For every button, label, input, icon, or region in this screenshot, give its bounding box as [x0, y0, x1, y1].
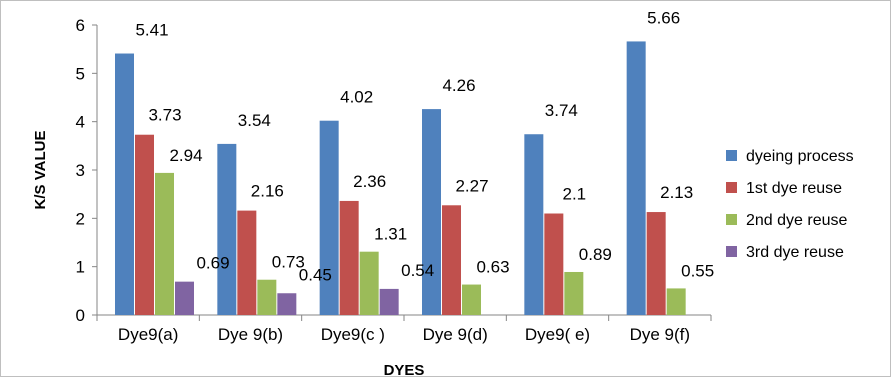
- x-tick-label: Dye9(c ): [321, 325, 385, 344]
- legend: dyeing process 1st dye reuse 2nd dye reuse…: [726, 148, 854, 261]
- y-tick-label: 6: [76, 16, 85, 35]
- y-tick-label: 4: [76, 113, 85, 132]
- x-tick-label: Dye 9(f): [630, 325, 690, 344]
- data-labels: 5.41 3.73 2.94 0.69 3.54 2.16 0.730.45 4.02 2.36…: [135, 8, 714, 284]
- data-label: 1.31: [374, 225, 407, 244]
- bar: [544, 213, 564, 315]
- data-label: 3.73: [148, 106, 181, 125]
- data-label: 0.54: [401, 261, 434, 280]
- bar: [379, 288, 399, 315]
- data-label: 0.55: [681, 261, 714, 280]
- bar: [175, 281, 194, 315]
- x-axis: Dye9(a) Dye 9(b) Dye9(c ) Dye 9(d) Dye9( e) D…: [96, 314, 712, 344]
- y-axis-title: K/S VALUE: [32, 131, 49, 210]
- legend-label: 3rd dye reuse: [746, 244, 844, 261]
- y-tick-label: 1: [76, 258, 85, 277]
- legend-swatch: [726, 182, 737, 193]
- legend-swatch: [726, 246, 737, 257]
- x-tick-label: Dye 9(b): [218, 325, 283, 344]
- bar: [524, 134, 544, 315]
- bar: [462, 284, 481, 315]
- bar: [115, 53, 134, 316]
- data-label: 0.73: [272, 253, 305, 272]
- data-label: 2.16: [251, 182, 284, 201]
- bar: [359, 251, 379, 315]
- bar: [237, 210, 257, 315]
- bar: [319, 120, 339, 315]
- bar: [155, 172, 174, 315]
- bars: [115, 41, 686, 316]
- bar: [666, 288, 686, 315]
- x-axis-title: DYES: [384, 362, 425, 378]
- data-label: 2.27: [455, 176, 488, 195]
- bar: [277, 293, 297, 315]
- bar: [442, 205, 461, 315]
- bar: [646, 212, 666, 315]
- legend-label: 2nd dye reuse: [746, 212, 848, 229]
- y-axis: 0 1 2 3 4 5 6: [76, 16, 98, 325]
- legend-label: dyeing process: [746, 148, 854, 165]
- data-label: 0.45: [299, 265, 332, 284]
- x-tick-label: Dye9( e): [525, 325, 590, 344]
- bar: [422, 109, 441, 315]
- bar: [564, 271, 584, 315]
- data-label: 2.1: [563, 185, 587, 204]
- legend-swatch: [726, 214, 737, 225]
- data-label: 4.02: [340, 88, 373, 107]
- legend-label: 1st dye reuse: [746, 180, 842, 197]
- x-tick-label: Dye 9(d): [423, 325, 488, 344]
- bar: [626, 41, 646, 315]
- data-label: 2.13: [660, 183, 693, 202]
- data-label: 2.94: [169, 146, 202, 165]
- legend-swatch: [726, 150, 737, 161]
- y-tick-label: 0: [76, 306, 85, 325]
- data-label: 5.66: [647, 8, 680, 27]
- data-label: 0.63: [476, 258, 509, 277]
- y-tick-label: 3: [76, 161, 85, 180]
- y-tick-label: 5: [76, 64, 85, 83]
- data-label: 4.26: [442, 76, 475, 95]
- bar: [339, 200, 359, 315]
- y-tick-label: 2: [76, 209, 85, 228]
- data-label: 3.54: [238, 111, 271, 130]
- bar: [135, 134, 154, 315]
- data-label: 0.89: [579, 245, 612, 264]
- data-label: 0.69: [196, 254, 229, 273]
- x-tick-label: Dye9(a): [118, 325, 178, 344]
- bar: [217, 143, 237, 315]
- data-label: 3.74: [545, 101, 578, 120]
- bar: [257, 279, 277, 315]
- data-label: 2.36: [353, 172, 386, 191]
- data-label: 5.41: [135, 21, 168, 40]
